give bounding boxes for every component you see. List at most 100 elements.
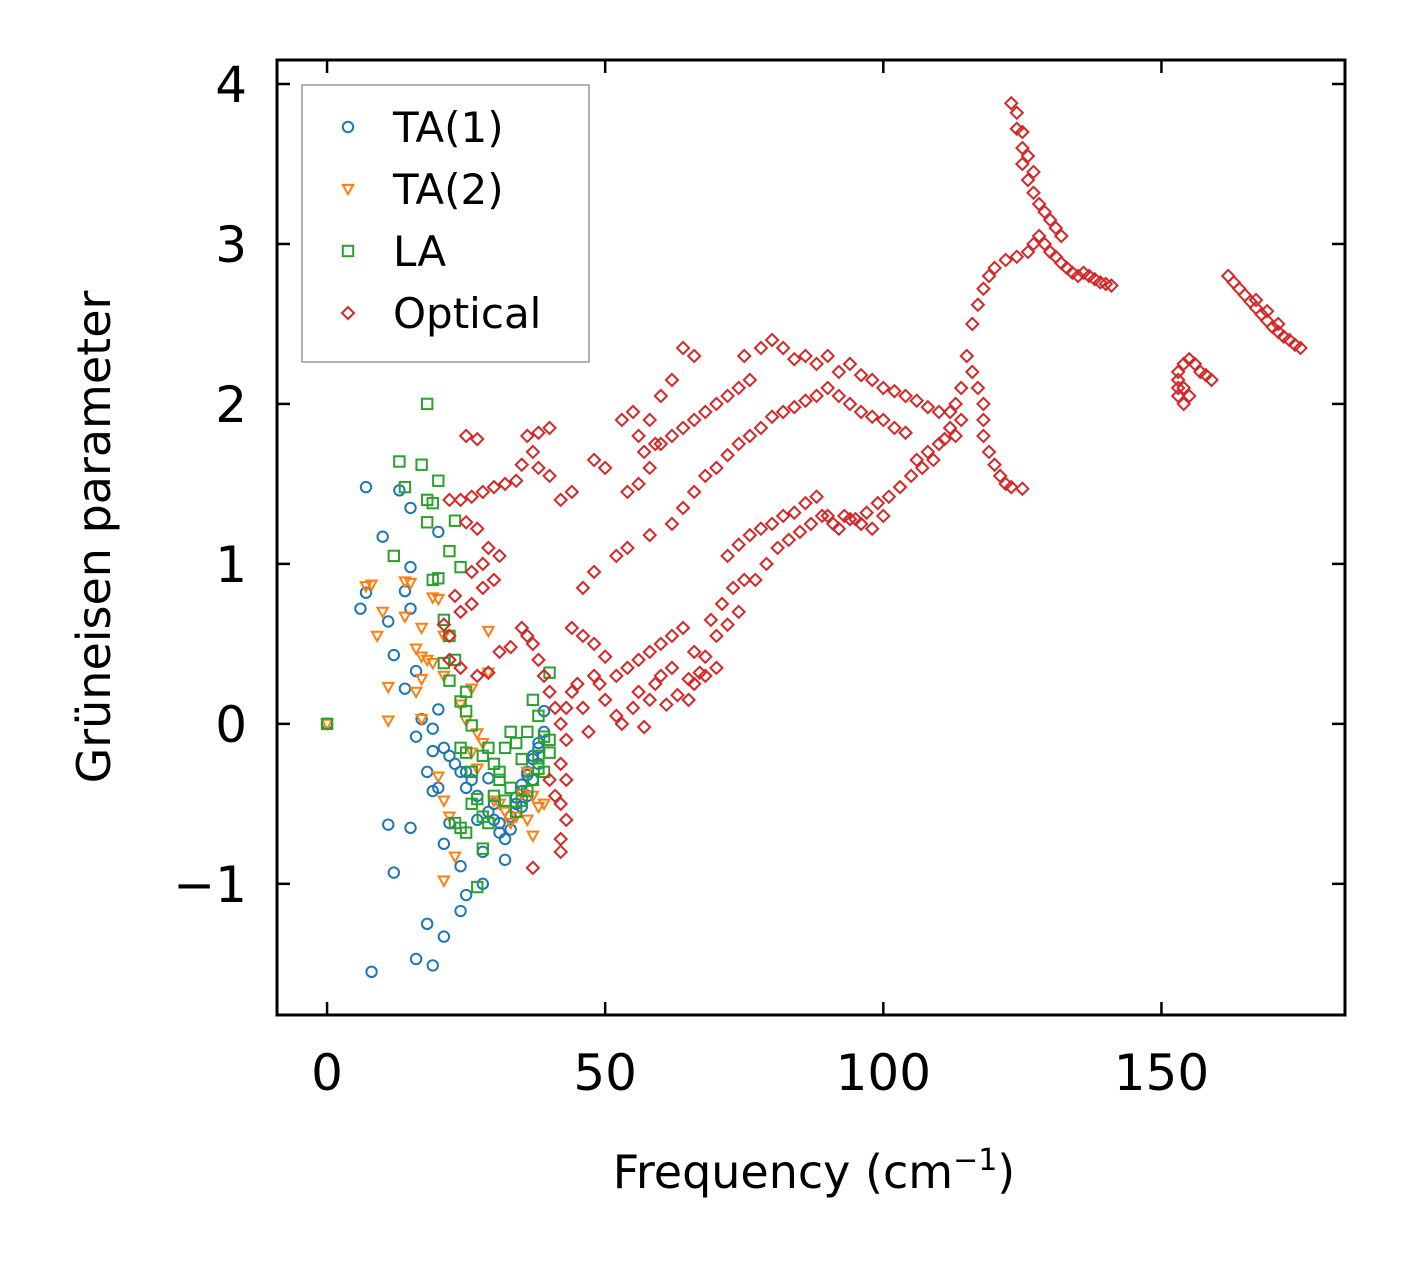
- data-point: [597, 692, 613, 708]
- data-point: [703, 612, 719, 628]
- data-point: [664, 428, 680, 444]
- data-point: [426, 959, 439, 972]
- data-point: [442, 492, 457, 508]
- data-point: [742, 372, 758, 388]
- data-point: [493, 765, 506, 779]
- data-point: [442, 652, 457, 668]
- data-point: [697, 649, 713, 665]
- data-point: [798, 393, 813, 409]
- data-point: [454, 860, 467, 873]
- data-point: [437, 656, 451, 670]
- data-point: [476, 842, 490, 855]
- legend-label: LA: [393, 227, 446, 276]
- data-point: [731, 436, 747, 452]
- data-point: [1014, 156, 1030, 172]
- data-point: [586, 564, 602, 580]
- data-point: [803, 516, 819, 532]
- data-point: [786, 505, 802, 521]
- data-point: [853, 404, 869, 420]
- data-point: [642, 460, 658, 476]
- data-point: [448, 757, 462, 771]
- data-point: [537, 765, 551, 779]
- data-point: [625, 700, 641, 716]
- y-tick-label: 0: [215, 696, 247, 754]
- data-point: [798, 495, 813, 511]
- data-point: [831, 521, 847, 537]
- data-point: [759, 556, 774, 572]
- data-point: [664, 660, 680, 676]
- data-point: [420, 397, 434, 411]
- data-point: [553, 844, 569, 860]
- data-point: [365, 965, 378, 979]
- data-point: [697, 668, 713, 684]
- legend-marker: [341, 244, 355, 258]
- legend-label: TA(1): [392, 103, 504, 152]
- data-point: [531, 460, 546, 476]
- data-point: [875, 380, 891, 396]
- data-point: [482, 816, 495, 830]
- data-point: [471, 792, 484, 806]
- data-point: [731, 380, 747, 396]
- data-point: [531, 425, 546, 441]
- data-point: [420, 516, 434, 529]
- data-point: [775, 508, 791, 524]
- data-point: [469, 431, 485, 447]
- data-point: [480, 540, 496, 556]
- data-point: [953, 380, 969, 396]
- data-point: [387, 549, 401, 563]
- data-point: [469, 668, 485, 684]
- data-point: [547, 700, 563, 716]
- data-point: [493, 773, 506, 787]
- data-point: [459, 781, 473, 795]
- data-point: [914, 460, 930, 476]
- data-point: [470, 763, 485, 776]
- data-point: [775, 404, 791, 420]
- data-point: [976, 428, 991, 444]
- x-tick-label: 150: [1114, 1044, 1209, 1102]
- data-point: [525, 830, 540, 844]
- data-point: [409, 686, 423, 700]
- data-point: [709, 628, 724, 644]
- data-point: [404, 821, 417, 835]
- data-point: [558, 772, 574, 788]
- data-point: [831, 364, 847, 380]
- data-point: [586, 668, 602, 684]
- data-point: [1248, 292, 1264, 308]
- y-tick-label: 1: [215, 536, 247, 594]
- data-point: [720, 447, 735, 463]
- data-point: [420, 654, 435, 668]
- data-point: [681, 671, 697, 687]
- data-point: [1037, 204, 1053, 220]
- legend-label: Optical: [393, 289, 541, 338]
- data-point: [504, 781, 517, 795]
- data-point: [608, 708, 624, 724]
- data-point: [442, 628, 457, 644]
- data-point: [731, 604, 747, 620]
- data-point: [647, 436, 663, 452]
- data-point: [586, 636, 602, 652]
- x-axis-title: Frequency (cm−1): [613, 1143, 1016, 1199]
- data-point: [426, 744, 439, 758]
- data-point: [1014, 481, 1030, 497]
- data-point: [636, 444, 652, 460]
- data-point: [614, 412, 630, 428]
- y-tick-label: −1: [173, 856, 247, 914]
- data-point: [482, 741, 495, 755]
- data-point: [725, 580, 741, 596]
- data-point: [514, 620, 530, 636]
- data-point: [964, 316, 980, 332]
- data-point: [415, 458, 428, 471]
- data-point: [471, 880, 484, 894]
- data-point: [903, 468, 919, 484]
- data-point: [381, 715, 396, 728]
- data-point: [1026, 185, 1041, 201]
- data-point: [537, 798, 551, 812]
- data-point: [481, 667, 496, 680]
- data-point: [864, 521, 880, 537]
- data-point: [1070, 268, 1086, 284]
- data-point: [414, 713, 429, 727]
- data-point: [359, 586, 373, 599]
- data-point: [564, 484, 580, 500]
- data-point: [426, 722, 439, 735]
